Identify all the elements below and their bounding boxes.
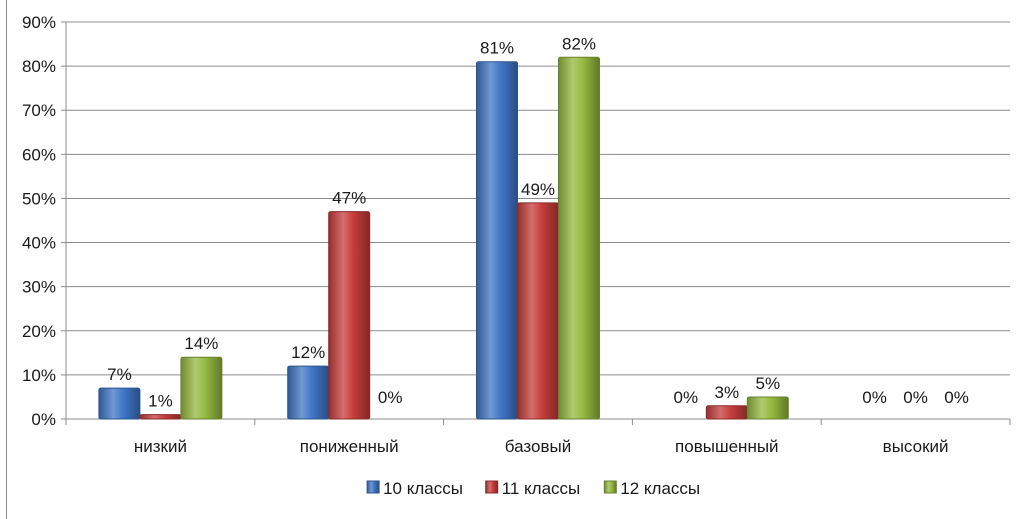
data-label: 14% bbox=[184, 334, 218, 353]
y-tick-label: 90% bbox=[22, 13, 56, 32]
bar bbox=[328, 211, 371, 420]
data-label: 5% bbox=[756, 374, 781, 393]
y-tick-label: 10% bbox=[22, 366, 56, 385]
data-label: 0% bbox=[903, 388, 928, 407]
chart-frame-edge bbox=[6, 0, 7, 519]
y-tick-label: 50% bbox=[22, 189, 56, 208]
legend-label: 12 классы bbox=[620, 479, 700, 498]
legend-item: 12 классы bbox=[603, 479, 700, 498]
y-tick-label: 80% bbox=[22, 57, 56, 76]
data-label: 12% bbox=[291, 343, 325, 362]
data-label: 7% bbox=[107, 365, 132, 384]
legend-item: 10 классы bbox=[366, 479, 463, 498]
y-tick-label: 20% bbox=[22, 322, 56, 341]
category-label: низкий bbox=[134, 437, 187, 456]
y-tick-label: 0% bbox=[31, 410, 56, 429]
data-label: 0% bbox=[674, 388, 699, 407]
legend-label: 11 классы bbox=[502, 479, 581, 498]
bar bbox=[746, 396, 789, 420]
data-label: 0% bbox=[378, 388, 403, 407]
legend-item: 11 классы bbox=[485, 479, 581, 498]
y-tick-label: 30% bbox=[22, 278, 56, 297]
y-tick-label: 70% bbox=[22, 101, 56, 120]
data-label: 3% bbox=[715, 383, 740, 402]
legend-swatch bbox=[603, 480, 617, 494]
legend-label: 10 классы bbox=[383, 479, 463, 498]
data-label: 0% bbox=[862, 388, 887, 407]
bar bbox=[98, 387, 141, 420]
category-label: пониженный bbox=[300, 437, 399, 456]
data-label: 1% bbox=[148, 392, 173, 411]
bar bbox=[517, 202, 559, 420]
bar bbox=[476, 61, 518, 420]
bar bbox=[139, 414, 182, 420]
legend-swatch bbox=[366, 480, 380, 494]
data-label: 47% bbox=[332, 189, 366, 208]
category-label: повышенный bbox=[675, 437, 779, 456]
y-tick-label: 60% bbox=[22, 145, 56, 164]
y-tick-label: 40% bbox=[22, 234, 56, 253]
bar bbox=[180, 356, 223, 420]
bar bbox=[287, 365, 330, 420]
bar bbox=[705, 405, 748, 420]
data-label: 82% bbox=[562, 34, 596, 53]
category-label: высокий bbox=[883, 437, 949, 456]
data-label: 49% bbox=[521, 180, 555, 199]
data-label: 0% bbox=[944, 388, 969, 407]
bar bbox=[558, 56, 600, 420]
data-label: 81% bbox=[480, 39, 514, 58]
category-label: базовый bbox=[505, 437, 571, 456]
legend-swatch bbox=[485, 480, 499, 494]
